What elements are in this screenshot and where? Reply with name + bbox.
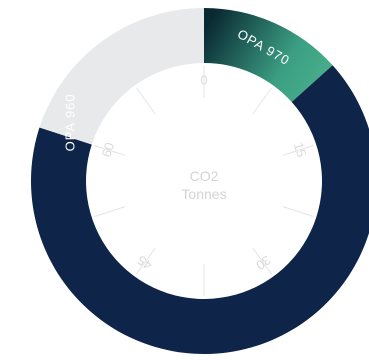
segment-opa-960[interactable] [31,65,369,354]
tick-line [136,247,156,275]
tick-label-60: 60 [99,141,118,159]
tick-line [94,144,126,156]
segment-remainder[interactable] [39,8,204,145]
tick-line [136,87,156,115]
tick-label-0: 0 [200,72,207,87]
ticks-layer: 0 15 30 45 60 [94,66,314,296]
tick-label-15: 15 [291,141,310,159]
tick-line [94,206,126,218]
tick-label-45: 45 [134,252,155,273]
tick-line [282,144,314,156]
segment-opa-970[interactable] [204,8,333,103]
center-label-line-1: CO2 [190,168,219,184]
segments-layer [31,8,369,354]
center-label-line-2: Tonnes [181,186,226,202]
tick-line [282,206,314,218]
tick-label-30: 30 [253,252,274,273]
segment-label-opa-960: OPA 960 [62,93,77,151]
tick-line [252,87,272,115]
tick-line [252,247,272,275]
